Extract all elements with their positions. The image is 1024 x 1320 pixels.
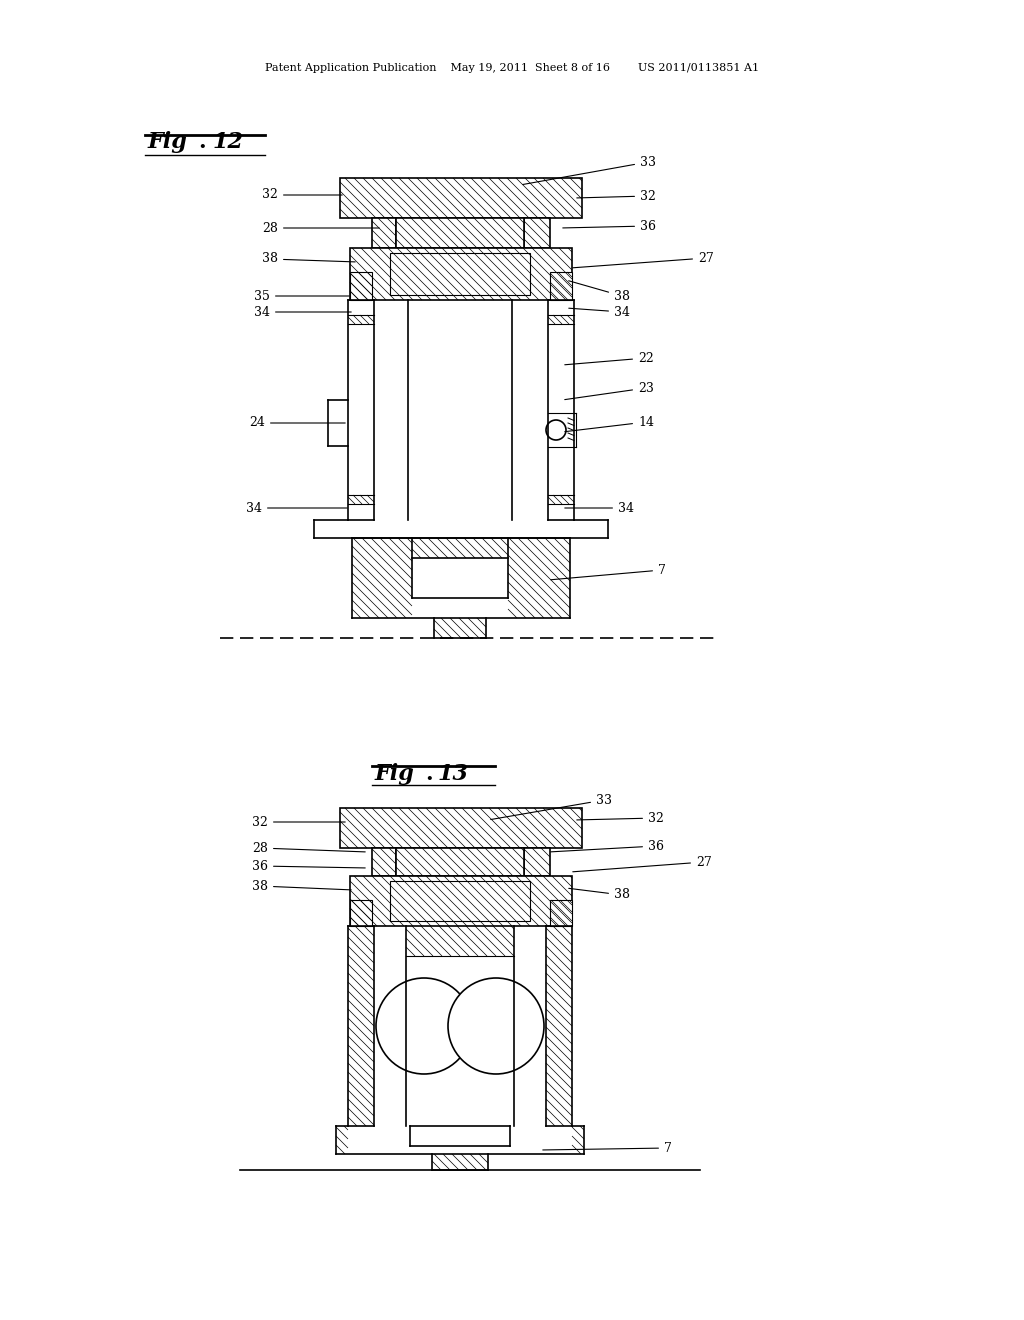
Text: 13: 13 xyxy=(438,763,469,785)
Text: 28: 28 xyxy=(262,222,379,235)
Circle shape xyxy=(376,978,472,1074)
Circle shape xyxy=(546,420,566,440)
Text: 28: 28 xyxy=(252,842,366,854)
Text: 33: 33 xyxy=(522,156,656,185)
Bar xyxy=(350,248,572,300)
Bar xyxy=(550,272,572,300)
Bar xyxy=(372,218,396,248)
Text: 38: 38 xyxy=(568,888,630,902)
Text: 38: 38 xyxy=(252,879,351,892)
Text: 36: 36 xyxy=(252,859,366,873)
Text: .: . xyxy=(198,131,206,153)
Text: 23: 23 xyxy=(565,381,654,400)
Text: 32: 32 xyxy=(577,190,656,202)
Text: 22: 22 xyxy=(565,351,653,364)
Bar xyxy=(524,218,550,248)
Bar xyxy=(396,218,524,248)
Bar xyxy=(372,847,396,876)
Text: Patent Application Publication    May 19, 2011  Sheet 8 of 16        US 2011/011: Patent Application Publication May 19, 2… xyxy=(265,63,759,73)
Text: 33: 33 xyxy=(490,793,612,820)
Circle shape xyxy=(449,978,544,1074)
Text: 24: 24 xyxy=(249,417,345,429)
Text: Fig: Fig xyxy=(148,131,187,153)
Text: 34: 34 xyxy=(568,305,630,318)
Bar xyxy=(524,847,550,876)
Text: 36: 36 xyxy=(551,840,664,853)
Text: 36: 36 xyxy=(563,219,656,232)
Text: 7: 7 xyxy=(543,1142,672,1155)
Text: 38: 38 xyxy=(568,281,630,302)
Text: 32: 32 xyxy=(252,816,345,829)
Text: 34: 34 xyxy=(565,502,634,515)
Text: 34: 34 xyxy=(254,305,351,318)
Bar xyxy=(390,880,530,921)
Text: 12: 12 xyxy=(213,131,244,153)
Text: 27: 27 xyxy=(572,855,712,871)
Text: 32: 32 xyxy=(577,812,664,825)
Text: 32: 32 xyxy=(262,189,342,202)
Text: 34: 34 xyxy=(246,502,347,515)
Bar xyxy=(350,272,372,300)
Bar xyxy=(396,847,524,876)
Bar xyxy=(350,900,372,927)
Bar xyxy=(390,253,530,294)
Text: 38: 38 xyxy=(262,252,355,265)
Bar xyxy=(550,900,572,927)
Text: 7: 7 xyxy=(551,564,666,579)
Bar xyxy=(340,178,582,218)
Bar xyxy=(340,808,582,847)
Text: 27: 27 xyxy=(572,252,714,268)
Bar xyxy=(350,876,572,927)
Text: Fig: Fig xyxy=(375,763,415,785)
Text: 14: 14 xyxy=(565,416,654,432)
Text: 35: 35 xyxy=(254,289,349,302)
Text: .: . xyxy=(425,763,432,785)
